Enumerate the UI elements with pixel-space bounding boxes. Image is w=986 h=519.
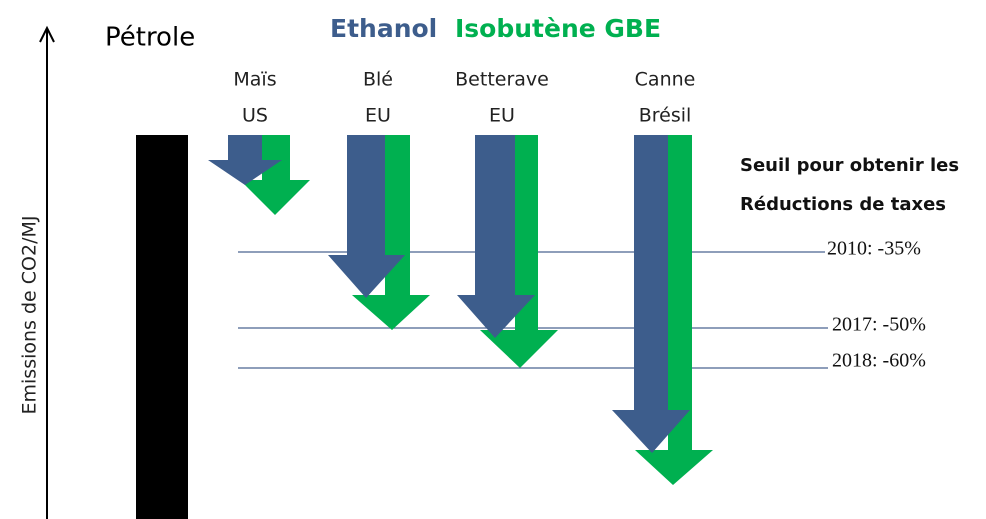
gbe-arrow <box>240 135 310 215</box>
source-label: Canne <box>635 69 696 91</box>
ethanol-arrow <box>612 135 690 453</box>
reference-label: Pétrole <box>105 23 195 53</box>
threshold-label: 2018: -60% <box>832 350 926 372</box>
ethanol-arrow <box>328 135 405 298</box>
arrows <box>208 135 713 485</box>
source-label: US <box>242 105 268 127</box>
threshold-title: Seuil pour obtenir les <box>740 155 959 176</box>
legend-ethanol: Ethanol <box>330 14 437 43</box>
source-label: EU <box>489 105 515 127</box>
threshold-title: Réductions de taxes <box>740 194 946 215</box>
gbe-arrow <box>635 135 713 485</box>
source-label: EU <box>365 105 391 127</box>
source-label: Brésil <box>639 105 692 127</box>
source-labels: Maïs US Blé EU Betterave EU Canne Brésil <box>233 69 695 127</box>
threshold-label: 2017: -50% <box>832 314 926 336</box>
source-label: Maïs <box>233 69 276 91</box>
axis-label: Emissions de CO2/MJ <box>19 216 41 415</box>
y-axis-head <box>39 25 55 43</box>
threshold-label: 2010: -35% <box>827 238 921 260</box>
gbe-arrow <box>352 135 430 330</box>
gbe-arrow <box>480 135 558 368</box>
legend-gbe: Isobutène GBE <box>455 14 661 43</box>
ethanol-arrow <box>457 135 535 338</box>
source-label: Betterave <box>455 69 549 91</box>
source-label: Blé <box>363 69 393 91</box>
ethanol-arrow <box>208 135 282 185</box>
petrole-bar <box>136 135 188 519</box>
